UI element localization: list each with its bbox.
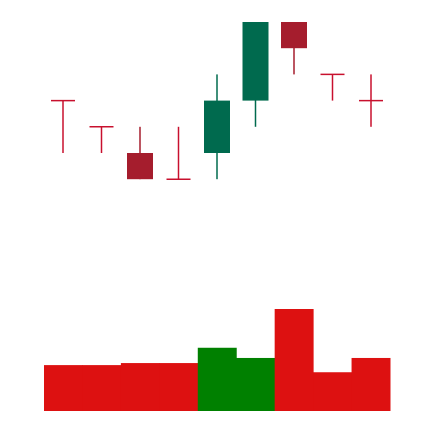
volume-plot [44,309,391,411]
volume-bar [197,347,237,411]
volume-bar [351,357,391,411]
candle-body [281,22,307,49]
volume-bar [236,357,276,411]
volume-bar [159,363,199,411]
volume-bar [44,365,83,411]
volume-bar [274,309,314,411]
candle-body [242,22,269,101]
candle-body [127,153,153,180]
candlestick-plot [51,22,383,180]
volume-bar [82,365,122,411]
volume-bar [120,363,160,411]
candle-body [204,100,230,153]
volume-bar [313,372,353,411]
